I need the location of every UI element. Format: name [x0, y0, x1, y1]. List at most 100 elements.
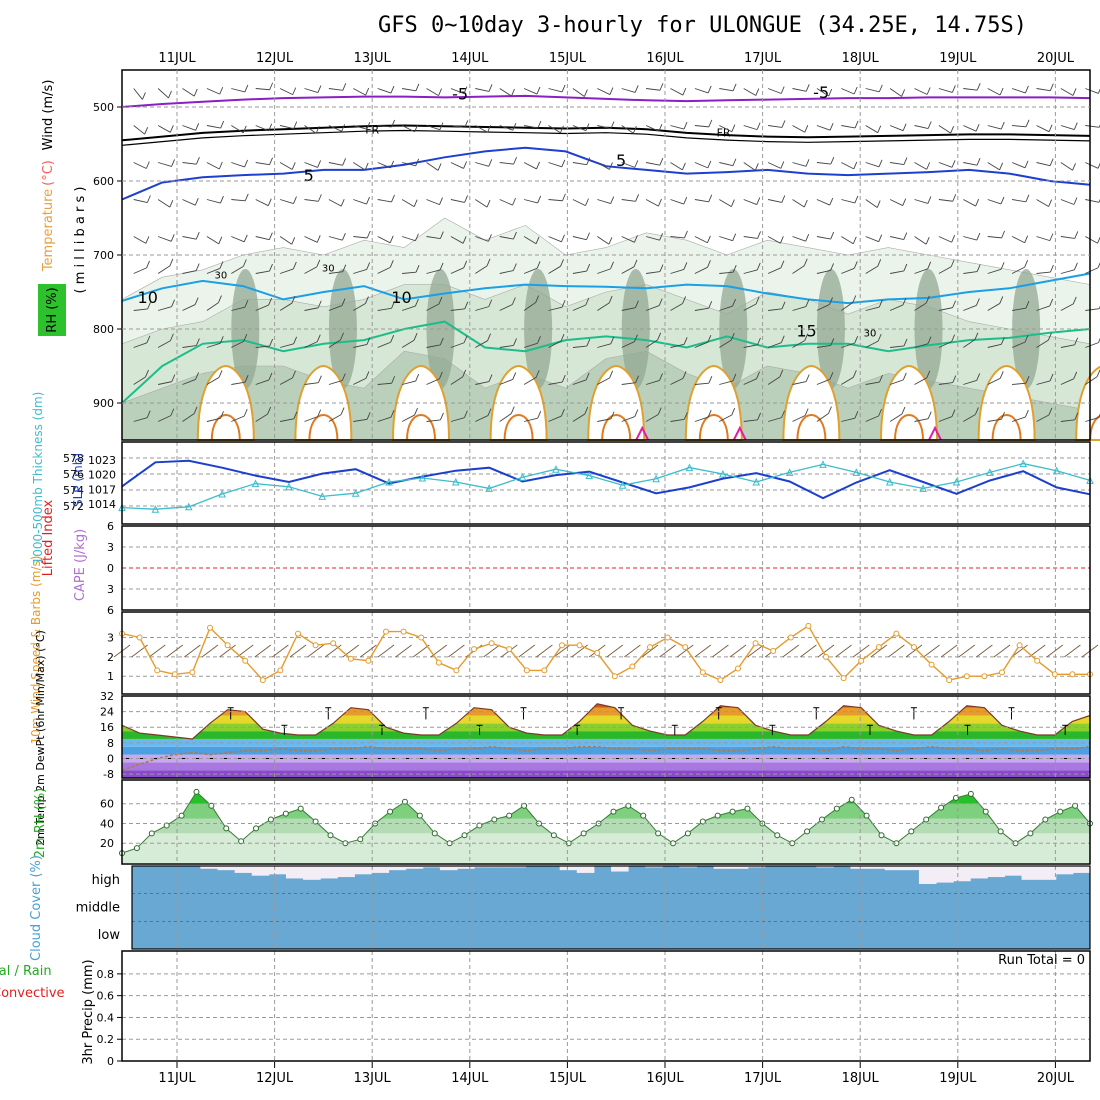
wind-barb-flag	[560, 259, 564, 267]
wind-barb	[377, 382, 392, 385]
high-cloud-gap	[1004, 866, 1023, 876]
wind-barb-flag	[1097, 236, 1100, 244]
wind-barb	[841, 162, 854, 170]
t2m-tick: 16	[100, 721, 114, 734]
wind-barb-flag	[194, 197, 199, 206]
wind-barb	[768, 308, 783, 311]
t2m-tick: 8	[107, 737, 114, 750]
wind-barb	[1060, 303, 1074, 311]
wind-speed-point	[594, 649, 601, 656]
wind-barb-flag	[999, 296, 1004, 304]
date-label-top: 15JUL	[549, 51, 587, 66]
wind-barb-flag	[220, 411, 224, 419]
wind-barb-flag	[389, 235, 394, 244]
wind-barb	[523, 162, 537, 170]
wind-barb-flag	[391, 301, 395, 309]
wind-barb	[1085, 162, 1099, 169]
wind-barb-flag	[854, 195, 859, 204]
rh-band-group	[122, 791, 1090, 863]
wind-barb	[548, 340, 562, 348]
wind-barb	[694, 162, 709, 169]
wind-barb-flag	[535, 370, 540, 378]
wind-barb	[914, 162, 927, 170]
rh-point	[297, 805, 304, 812]
wind-barb	[450, 236, 464, 244]
wind-barb-flag	[413, 333, 418, 341]
wind-barb	[304, 416, 318, 422]
temp-legend-label: Temperature	[41, 189, 56, 272]
wind-barb	[255, 236, 270, 241]
wind-barb-flag	[292, 261, 297, 270]
wind-barb-flag	[560, 125, 564, 133]
wind-barb	[353, 303, 366, 311]
wind-barb	[865, 88, 880, 93]
wind-barb	[1060, 199, 1075, 205]
wind-speed-point	[735, 665, 741, 672]
wind-speed-point	[400, 628, 407, 635]
contour-label: 5	[616, 151, 626, 170]
wind-barb-flag	[561, 299, 566, 308]
wind-barb-flag	[803, 199, 808, 208]
stability-frame	[121, 525, 1091, 611]
temp-contour	[121, 320, 1091, 404]
wind-barb-flag	[1024, 85, 1029, 94]
wind-barb	[719, 88, 734, 92]
wind-barb-flag	[342, 158, 347, 166]
wind-barb	[328, 199, 342, 207]
wind-barb-flag	[1049, 158, 1054, 166]
date-label-bottom: 18JUL	[842, 1071, 880, 1086]
wind-barb-flag	[146, 335, 151, 343]
wind-barb-flag	[340, 407, 345, 415]
wind-barb	[426, 344, 441, 348]
wind-barb	[499, 125, 514, 131]
wind-barb	[889, 379, 904, 385]
wind-barb	[1060, 378, 1074, 385]
wind-barb	[694, 416, 709, 422]
wind-barb-flag	[536, 161, 540, 170]
hot-core	[928, 425, 942, 441]
wind-barb	[402, 380, 416, 385]
wind-barb-flag	[756, 262, 761, 271]
wind-barb	[1085, 236, 1098, 244]
high-cloud-gap	[474, 866, 492, 868]
wind-speed-point	[858, 657, 865, 664]
wind-barb-flag	[877, 125, 882, 133]
wind-barb	[646, 88, 661, 91]
wind-barb-flag	[438, 88, 442, 96]
wind-barb-flag	[391, 194, 395, 203]
wind-barb	[792, 236, 806, 242]
wind-barb-flag	[193, 88, 198, 97]
wind-barb-flag	[561, 159, 566, 168]
wind-barb-flag	[927, 196, 932, 204]
wind-barb	[426, 303, 440, 311]
wind-barb-flag	[683, 196, 688, 205]
wind-barb	[279, 236, 292, 245]
wind-barb	[304, 382, 319, 385]
wind-barb	[816, 344, 831, 348]
wind-barb-flag	[142, 92, 146, 100]
wind-barb	[841, 376, 854, 385]
rh-point	[1027, 830, 1034, 837]
high-cloud-gap	[1038, 866, 1057, 880]
wind-barb	[792, 88, 807, 92]
wind-barb-flag	[1074, 337, 1079, 345]
wind-speed-point	[189, 669, 196, 676]
wind-barb	[499, 88, 512, 97]
wind-barb	[304, 266, 318, 274]
wind-barb-flag	[926, 162, 931, 170]
wind-barb-flag	[608, 237, 613, 245]
wind-barb	[1036, 199, 1049, 207]
rh-point	[521, 802, 528, 809]
wind-barb-flag	[610, 121, 615, 129]
wind-speed-point	[752, 640, 759, 647]
wind-barb	[938, 162, 953, 168]
wind-barb-flag	[562, 193, 566, 201]
wind-barb-flag	[634, 235, 638, 243]
wind-barb-flag	[536, 261, 541, 269]
wind-barb	[133, 162, 147, 169]
wind-barb-flag	[169, 199, 174, 208]
wind-barb	[1036, 162, 1051, 167]
thickness-point	[719, 469, 727, 478]
wind-barb	[938, 236, 952, 243]
high-cloud-gap	[422, 866, 441, 868]
